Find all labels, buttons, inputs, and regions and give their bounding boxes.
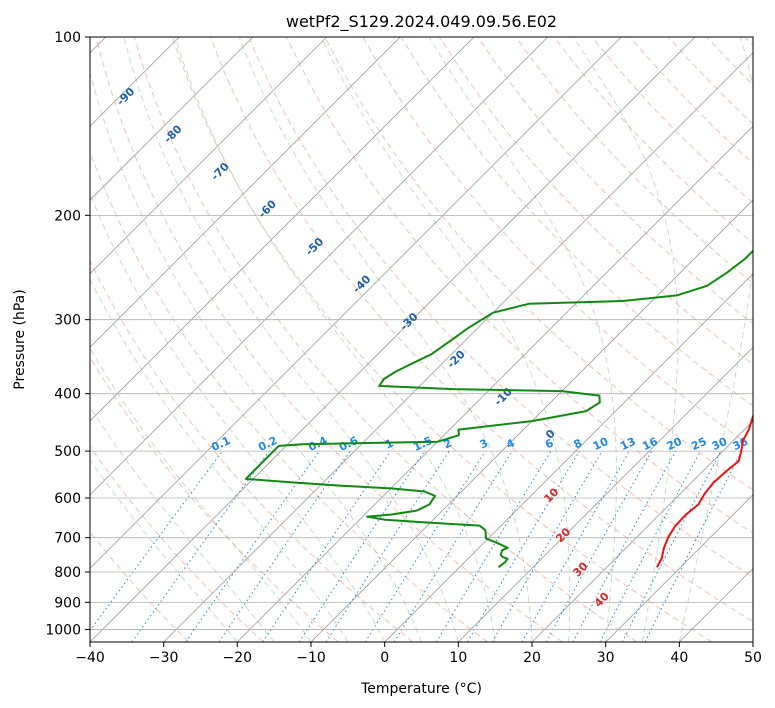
isotherm-line: [458, 346, 753, 642]
moist-adiabat-line: [238, 37, 533, 642]
x-tick-label: −30: [149, 650, 179, 666]
y-tick-label: 100: [54, 30, 81, 46]
mixing-ratio-line: [185, 450, 320, 642]
dry-adiabat-line: [133, 37, 638, 642]
y-tick-label: 900: [54, 595, 81, 611]
temperature-profile-line: [656, 413, 753, 568]
isotherm-line: [90, 37, 327, 275]
y-tick-label: 700: [54, 531, 81, 547]
moist-adiabat-line: [174, 37, 496, 642]
moist-adiabat-line: [572, 37, 679, 642]
dewpoint-profile-line: [244, 249, 753, 568]
moist-adiabat-line: [90, 278, 349, 642]
mixing-ratio-line: [599, 450, 701, 642]
mixing-ratio-line: [393, 450, 513, 642]
isotherm-line: [90, 37, 475, 422]
isotherm-line: [90, 37, 548, 496]
isotherm-line: [90, 37, 254, 201]
dry-adiabat-line: [95, 37, 563, 642]
mixing-ratio-label: 30: [710, 435, 730, 453]
y-tick-label: 1000: [45, 622, 81, 638]
plot-frame: [89, 36, 754, 643]
isotherm-line: [90, 37, 401, 348]
profile-lines: [244, 249, 753, 568]
mixing-ratio-line: [298, 450, 425, 642]
y-axis: 100 200 300 400 500 600 700 800 900 1000: [45, 30, 90, 638]
mixing-ratio-line: [364, 450, 486, 642]
x-tick-label: 20: [523, 650, 541, 666]
mixing-ratio-line: [467, 450, 580, 642]
isotherm-line: [384, 273, 753, 642]
y-tick-label: 200: [54, 208, 81, 224]
x-tick-label: 50: [744, 650, 762, 666]
mixing-ratio-line: [325, 450, 450, 642]
dry-adiabat-line: [515, 37, 753, 284]
y-tick-label: 300: [54, 313, 81, 329]
mixing-ratio-line: [262, 450, 392, 642]
mixing-ratio-label: 20: [665, 435, 685, 453]
moist-adiabat-line: [428, 37, 617, 642]
x-tick-label: −20: [223, 650, 253, 666]
moist-adiabat-line: [90, 70, 422, 642]
y-tick-label: 400: [54, 387, 81, 403]
mixing-ratio-label: 13: [618, 435, 637, 453]
pressure-gridlines: [90, 37, 753, 630]
moist-adiabat-line: [90, 459, 238, 642]
dry-adiabat-line: [248, 37, 753, 578]
isotherm-line: [531, 420, 753, 642]
moist-adiabat-line: [320, 37, 571, 642]
mixing-ratio-line: [435, 450, 552, 642]
mixing-ratio-line: [218, 450, 351, 642]
moist-adiabat-line: [90, 406, 275, 642]
y-tick-label: 600: [54, 491, 81, 507]
x-tick-label: 30: [597, 650, 615, 666]
dry-adiabat-line: [90, 445, 264, 642]
isotherm-line: [237, 125, 753, 642]
x-tick-label: −10: [296, 650, 326, 666]
moist-adiabat-line: [678, 37, 753, 642]
x-axis-label: Temperature (°C): [360, 681, 482, 697]
y-tick-label: 500: [54, 444, 81, 460]
dry-adiabat-line: [324, 37, 753, 491]
isotherm-line: [163, 52, 753, 642]
moist-adiabat-line: [90, 192, 386, 642]
mixing-ratio-label: 36: [731, 435, 751, 453]
x-axis: −40 −30 −20 −10 0 10 20 30 40 50: [75, 642, 762, 666]
background-lines: [90, 37, 753, 642]
dry-adiabat-line: [210, 37, 753, 623]
isotherm-line: [605, 494, 753, 642]
mixing-ratio-label: 10: [591, 435, 611, 453]
moist-adiabat-line: [90, 347, 312, 642]
mixing-ratio-label: 16: [640, 435, 660, 453]
mixing-ratio-line: [572, 450, 677, 642]
y-axis-label: Pressure (hPa): [12, 289, 28, 389]
dry-adiabat-line: [286, 37, 753, 534]
mixing-ratio-label: 25: [689, 435, 708, 453]
chart-title: wetPf2_S129.2024.049.09.56.E02: [286, 12, 557, 32]
dry-adiabat-line: [171, 37, 712, 642]
x-tick-label: −40: [75, 650, 105, 666]
isotherm-line: [90, 37, 622, 569]
dry-adiabat-line: [90, 259, 414, 642]
x-tick-label: 0: [380, 650, 389, 666]
x-tick-label: 10: [449, 650, 467, 666]
y-tick-label: 800: [54, 565, 81, 581]
x-tick-label: 40: [670, 650, 688, 666]
